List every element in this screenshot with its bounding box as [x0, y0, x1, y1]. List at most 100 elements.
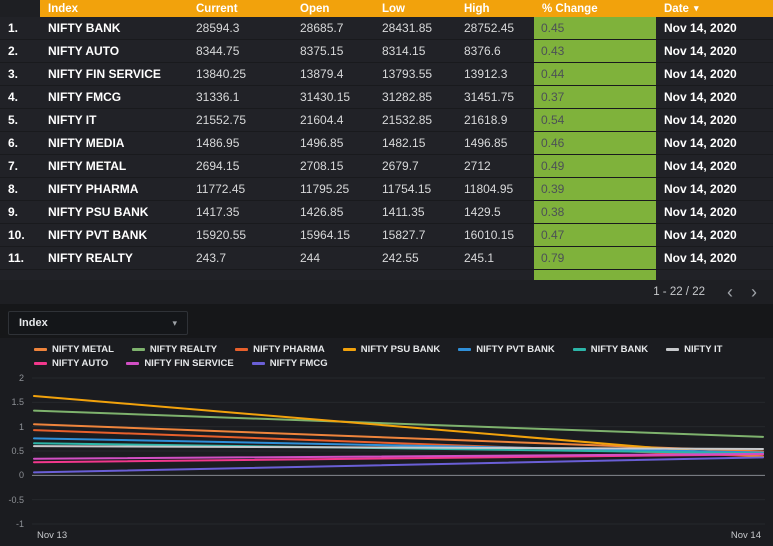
cell-change: 0.54: [534, 109, 656, 132]
pagination-next-icon[interactable]: ›: [751, 282, 757, 302]
table-row: 11. NIFTY REALTY 243.7 244 242.55 245.1 0.79 No…: [0, 247, 773, 270]
table-row: 8. NIFTY PHARMA 11772.45 11795.25 11754.15 11…: [0, 178, 773, 201]
cell-current: 1417.35: [188, 201, 292, 224]
column-header-change[interactable]: % Change: [534, 0, 656, 17]
legend-item[interactable]: NIFTY BANK: [572, 344, 648, 355]
legend-series-label: NIFTY PSU BANK: [360, 344, 441, 355]
table-row: 10. NIFTY PVT BANK 15920.55 15964.15 15827.7…: [0, 224, 773, 247]
legend-series-label: NIFTY REALTY: [149, 344, 218, 355]
pagination-label: 1 - 22 / 22: [653, 286, 705, 298]
chart-series-line: [32, 456, 765, 474]
legend-series-label: NIFTY PVT BANK: [476, 344, 555, 355]
table-row: 5. NIFTY IT 21552.75 21604.4 21532.85 21618.9…: [0, 109, 773, 132]
legend-series-color-icon: [572, 348, 586, 351]
row-number: 6.: [0, 132, 40, 155]
table-body: 1. NIFTY BANK 28594.3 28685.7 28431.85 28752.…: [0, 17, 773, 270]
cell-low: 31282.85: [374, 86, 456, 109]
sort-caret-icon: ▾: [693, 3, 699, 13]
chart-series-line: [32, 452, 765, 460]
cell-index: NIFTY METAL: [40, 155, 188, 178]
cell-date: Nov 14, 2020: [656, 40, 773, 63]
cell-open: 21604.4: [292, 109, 374, 132]
y-axis-tick-label: -1: [15, 519, 24, 529]
legend-item[interactable]: NIFTY METAL: [34, 344, 114, 355]
cell-change: 0.45: [534, 17, 656, 40]
column-header-low[interactable]: Low: [374, 0, 456, 17]
cell-high: 1496.85: [456, 132, 534, 155]
cell-low: 28431.85: [374, 17, 456, 40]
column-header-current[interactable]: Current: [188, 0, 292, 17]
legend-item[interactable]: NIFTY FMCG: [251, 358, 328, 369]
cell-change-partial: [534, 270, 656, 280]
chevron-down-icon: ▾: [172, 317, 177, 328]
row-number: 7.: [0, 155, 40, 178]
cell-open: 8375.15: [292, 40, 374, 63]
x-axis-label-end: Nov 14: [730, 530, 761, 541]
chart-area: 2 1.5 1 0.5 0 -0.5 -1 Nov 13 Nov 14: [4, 373, 765, 541]
legend-series-color-icon: [34, 362, 47, 365]
legend-item[interactable]: NIFTY IT: [666, 344, 722, 355]
cell-high: 8376.6: [456, 40, 534, 63]
row-number: 8.: [0, 178, 40, 201]
cell-open: 13879.4: [292, 63, 374, 86]
table-row: 1. NIFTY BANK 28594.3 28685.7 28431.85 28752.…: [0, 17, 773, 40]
cell-change: 0.79: [534, 247, 656, 270]
cell-index: NIFTY PSU BANK: [40, 201, 188, 224]
legend-item[interactable]: NIFTY REALTY: [131, 344, 218, 355]
table-row: 7. NIFTY METAL 2694.15 2708.15 2679.7 2712 0.4…: [0, 155, 773, 178]
cell-high: 13912.3: [456, 63, 534, 86]
cell-current: 28594.3: [188, 17, 292, 40]
pagination-bar: 1 - 22 / 22 ‹ ›: [0, 280, 773, 304]
row-number: 2.: [0, 40, 40, 63]
legend-item[interactable]: NIFTY FIN SERVICE: [126, 358, 234, 369]
legend-series-label: NIFTY PHARMA: [253, 344, 325, 355]
row-number: 3.: [0, 63, 40, 86]
cell-low: 1482.15: [374, 132, 456, 155]
y-axis-tick-label: 1: [18, 421, 24, 432]
chart-legend: NIFTY METAL NIFTY REALTY NIFTY PHARMA NIFTY…: [4, 344, 765, 369]
cell-open: 2708.15: [292, 155, 374, 178]
table-row: 9. NIFTY PSU BANK 1417.35 1426.85 1411.35 142…: [0, 201, 773, 224]
y-axis-tick-label: 0.5: [11, 446, 24, 456]
cell-low: 15827.7: [374, 224, 456, 247]
cell-open: 31430.15: [292, 86, 374, 109]
cell-index: NIFTY FMCG: [40, 86, 188, 109]
cell-current: 21552.75: [188, 109, 292, 132]
chart-series-line: [32, 395, 765, 458]
legend-series-label: NIFTY METAL: [52, 344, 114, 355]
legend-item[interactable]: NIFTY PSU BANK: [342, 344, 441, 355]
chart-series-line: [32, 437, 765, 454]
legend-item[interactable]: NIFTY PHARMA: [235, 344, 325, 355]
cell-open: 15964.15: [292, 224, 374, 247]
cell-date: Nov 14, 2020: [656, 224, 773, 247]
cell-date: Nov 14, 2020: [656, 178, 773, 201]
cell-high: 21618.9: [456, 109, 534, 132]
column-header-open[interactable]: Open: [292, 0, 374, 17]
legend-item[interactable]: NIFTY AUTO: [34, 358, 108, 369]
index-dropdown[interactable]: Index ▾: [8, 311, 188, 335]
cell-date: Nov 14, 2020: [656, 86, 773, 109]
chart-series-line: [32, 445, 765, 451]
cell-index: NIFTY AUTO: [40, 40, 188, 63]
pagination-prev-icon[interactable]: ‹: [727, 282, 733, 302]
legend-series-color-icon: [342, 348, 356, 351]
y-axis-tick-label: 1.5: [11, 397, 24, 408]
y-axis-labels: 2 1.5 1 0.5 0 -0.5 -1: [4, 373, 29, 529]
cell-current: 1486.95: [188, 132, 292, 155]
cell-date: Nov 14, 2020: [656, 155, 773, 178]
legend-item[interactable]: NIFTY PVT BANK: [458, 344, 555, 355]
column-header-date[interactable]: Date ▾: [656, 0, 773, 17]
column-header-high[interactable]: High: [456, 0, 534, 17]
cell-change: 0.43: [534, 40, 656, 63]
cell-date: Nov 14, 2020: [656, 109, 773, 132]
cell-low: 21532.85: [374, 109, 456, 132]
cell-current: 2694.15: [188, 155, 292, 178]
table-row: 6. NIFTY MEDIA 1486.95 1496.85 1482.15 1496.8…: [0, 132, 773, 155]
chart-series-line: [32, 409, 765, 438]
header-blank-cell: [0, 0, 40, 17]
legend-series-label: NIFTY IT: [684, 344, 723, 355]
cell-index: NIFTY REALTY: [40, 247, 188, 270]
cell-open: 1426.85: [292, 201, 374, 224]
column-header-index[interactable]: Index: [40, 0, 188, 17]
